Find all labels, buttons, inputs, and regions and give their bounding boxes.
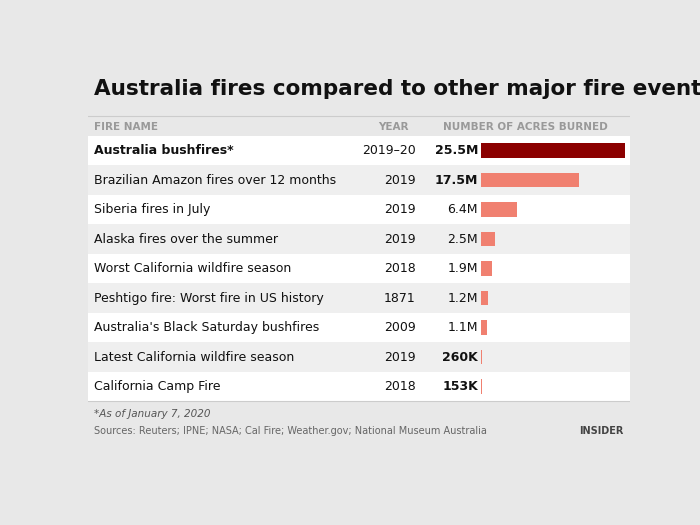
- Text: 2019: 2019: [384, 233, 416, 246]
- Text: 2009: 2009: [384, 321, 416, 334]
- FancyBboxPatch shape: [481, 202, 517, 217]
- FancyBboxPatch shape: [88, 224, 630, 254]
- Text: 1.9M: 1.9M: [447, 262, 478, 275]
- FancyBboxPatch shape: [481, 261, 491, 276]
- Text: Alaska fires over the summer: Alaska fires over the summer: [94, 233, 278, 246]
- Text: California Camp Fire: California Camp Fire: [94, 380, 220, 393]
- Text: Peshtigo fire: Worst fire in US history: Peshtigo fire: Worst fire in US history: [94, 291, 324, 304]
- Text: Latest California wildfire season: Latest California wildfire season: [94, 351, 294, 364]
- Text: 2019–20: 2019–20: [362, 144, 416, 157]
- FancyBboxPatch shape: [481, 291, 488, 306]
- FancyBboxPatch shape: [88, 254, 630, 284]
- Text: 260K: 260K: [442, 351, 478, 364]
- Text: 6.4M: 6.4M: [447, 203, 478, 216]
- Text: 153K: 153K: [442, 380, 478, 393]
- FancyBboxPatch shape: [481, 379, 482, 394]
- Text: INSIDER: INSIDER: [579, 426, 624, 436]
- FancyBboxPatch shape: [88, 195, 630, 224]
- Text: NUMBER OF ACRES BURNED: NUMBER OF ACRES BURNED: [443, 122, 608, 132]
- FancyBboxPatch shape: [88, 342, 630, 372]
- Text: FIRE NAME: FIRE NAME: [94, 122, 158, 132]
- FancyBboxPatch shape: [88, 165, 630, 195]
- Text: Siberia fires in July: Siberia fires in July: [94, 203, 211, 216]
- FancyBboxPatch shape: [88, 284, 630, 313]
- Text: 2.5M: 2.5M: [447, 233, 478, 246]
- Text: 2019: 2019: [384, 351, 416, 364]
- Text: Australia fires compared to other major fire events: Australia fires compared to other major …: [94, 79, 700, 99]
- Text: 25.5M: 25.5M: [435, 144, 478, 157]
- Text: Worst California wildfire season: Worst California wildfire season: [94, 262, 291, 275]
- FancyBboxPatch shape: [88, 313, 630, 342]
- FancyBboxPatch shape: [88, 136, 630, 165]
- Text: Australia's Black Saturday bushfires: Australia's Black Saturday bushfires: [94, 321, 319, 334]
- Text: Sources: Reuters; IPNE; NASA; Cal Fire; Weather.gov; National Museum Australia: Sources: Reuters; IPNE; NASA; Cal Fire; …: [94, 426, 487, 436]
- Text: YEAR: YEAR: [378, 122, 408, 132]
- Text: *As of January 7, 2020: *As of January 7, 2020: [94, 408, 211, 418]
- Text: 1.1M: 1.1M: [447, 321, 478, 334]
- Text: 2019: 2019: [384, 174, 416, 186]
- FancyBboxPatch shape: [481, 173, 580, 187]
- FancyBboxPatch shape: [481, 350, 482, 364]
- Text: 1.2M: 1.2M: [447, 291, 478, 304]
- FancyBboxPatch shape: [481, 143, 624, 158]
- FancyBboxPatch shape: [88, 372, 630, 401]
- Text: 2018: 2018: [384, 380, 416, 393]
- FancyBboxPatch shape: [481, 232, 495, 246]
- Text: 2019: 2019: [384, 203, 416, 216]
- Text: 2018: 2018: [384, 262, 416, 275]
- Text: 1871: 1871: [384, 291, 416, 304]
- Text: Brazilian Amazon fires over 12 months: Brazilian Amazon fires over 12 months: [94, 174, 336, 186]
- Text: Australia bushfires*: Australia bushfires*: [94, 144, 234, 157]
- Text: 17.5M: 17.5M: [435, 174, 478, 186]
- FancyBboxPatch shape: [481, 320, 487, 335]
